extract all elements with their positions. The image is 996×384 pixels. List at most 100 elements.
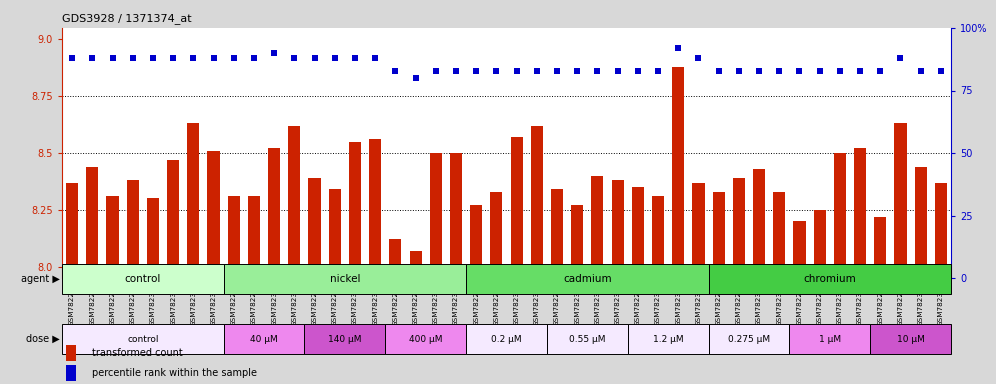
- Bar: [773, 192, 785, 278]
- Text: GDS3928 / 1371374_at: GDS3928 / 1371374_at: [62, 13, 191, 24]
- Bar: [790, 324, 871, 354]
- Bar: [914, 167, 926, 278]
- Bar: [107, 196, 119, 278]
- Bar: [66, 365, 77, 381]
- Bar: [62, 264, 224, 294]
- Point: [64, 55, 80, 61]
- Bar: [753, 169, 765, 278]
- Text: 0.55 μM: 0.55 μM: [569, 334, 606, 344]
- Point: [650, 68, 666, 74]
- Bar: [871, 324, 951, 354]
- Bar: [531, 126, 543, 278]
- Bar: [349, 142, 361, 278]
- Point: [792, 68, 808, 74]
- Point: [387, 68, 403, 74]
- Text: 40 μM: 40 μM: [250, 334, 278, 344]
- Point: [205, 55, 221, 61]
- Bar: [126, 180, 138, 278]
- Bar: [450, 153, 462, 278]
- Point: [853, 68, 869, 74]
- Point: [570, 68, 586, 74]
- Bar: [627, 324, 708, 354]
- Bar: [268, 149, 280, 278]
- Bar: [66, 182, 78, 278]
- Bar: [692, 182, 704, 278]
- Point: [832, 68, 848, 74]
- Bar: [935, 182, 947, 278]
- Bar: [228, 196, 240, 278]
- Point: [407, 75, 423, 81]
- Bar: [834, 153, 846, 278]
- Bar: [329, 189, 341, 278]
- Text: percentile rank within the sample: percentile rank within the sample: [93, 367, 257, 377]
- Bar: [62, 324, 224, 354]
- Bar: [187, 123, 199, 278]
- Point: [731, 68, 747, 74]
- Bar: [370, 139, 381, 278]
- Bar: [874, 217, 886, 278]
- Point: [448, 68, 464, 74]
- Point: [912, 68, 928, 74]
- Bar: [733, 178, 745, 278]
- Point: [124, 55, 140, 61]
- Text: 0.2 μM: 0.2 μM: [491, 334, 522, 344]
- Bar: [712, 192, 725, 278]
- Text: dose ▶: dose ▶: [27, 334, 60, 344]
- Point: [509, 68, 525, 74]
- Point: [347, 55, 363, 61]
- Point: [690, 55, 706, 61]
- Point: [590, 68, 606, 74]
- Point: [468, 68, 484, 74]
- Point: [85, 55, 101, 61]
- Text: nickel: nickel: [330, 274, 361, 284]
- Bar: [385, 324, 466, 354]
- Bar: [309, 178, 321, 278]
- Bar: [708, 264, 951, 294]
- Point: [892, 55, 908, 61]
- Text: 10 μM: 10 μM: [896, 334, 924, 344]
- Bar: [631, 187, 643, 278]
- Text: 140 μM: 140 μM: [328, 334, 362, 344]
- Text: control: control: [124, 274, 161, 284]
- Bar: [429, 153, 442, 278]
- Bar: [592, 176, 604, 278]
- Text: 1.2 μM: 1.2 μM: [652, 334, 683, 344]
- Point: [287, 55, 303, 61]
- Point: [610, 68, 625, 74]
- Text: chromium: chromium: [804, 274, 857, 284]
- Text: transformed count: transformed count: [93, 348, 183, 358]
- Point: [327, 55, 343, 61]
- Point: [266, 50, 282, 56]
- Point: [872, 68, 888, 74]
- Point: [711, 68, 727, 74]
- Point: [145, 55, 161, 61]
- Text: 0.275 μM: 0.275 μM: [728, 334, 770, 344]
- Bar: [224, 264, 466, 294]
- Bar: [207, 151, 219, 278]
- Point: [185, 55, 201, 61]
- Bar: [466, 264, 708, 294]
- Bar: [571, 205, 584, 278]
- Bar: [794, 221, 806, 278]
- Text: 400 μM: 400 μM: [409, 334, 442, 344]
- Bar: [87, 167, 99, 278]
- Point: [670, 45, 686, 51]
- Bar: [672, 67, 684, 278]
- Point: [549, 68, 565, 74]
- Point: [629, 68, 645, 74]
- Bar: [66, 345, 77, 361]
- Point: [428, 68, 444, 74]
- Point: [165, 55, 181, 61]
- Bar: [167, 160, 179, 278]
- Bar: [288, 126, 301, 278]
- Bar: [511, 137, 523, 278]
- Bar: [814, 210, 826, 278]
- Point: [771, 68, 787, 74]
- Point: [933, 68, 949, 74]
- Bar: [389, 239, 401, 278]
- Point: [246, 55, 262, 61]
- Point: [226, 55, 242, 61]
- Bar: [652, 196, 664, 278]
- Bar: [551, 189, 563, 278]
- Point: [529, 68, 545, 74]
